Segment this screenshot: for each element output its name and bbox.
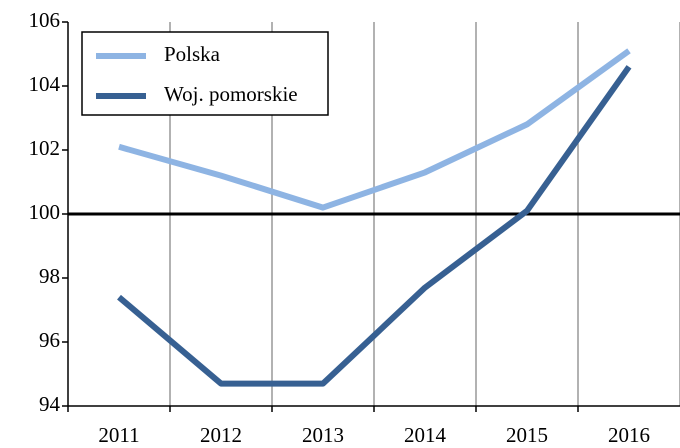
legend-box bbox=[81, 31, 329, 116]
y-tick-label: 98 bbox=[39, 264, 60, 288]
y-tick-label: 96 bbox=[39, 328, 60, 352]
series-line bbox=[117, 65, 632, 387]
x-tick-label: 2015 bbox=[506, 423, 548, 447]
y-tick-label: 104 bbox=[29, 72, 61, 96]
y-tick-label: 94 bbox=[39, 392, 61, 416]
y-tick-label: 100 bbox=[29, 200, 61, 224]
x-tick-label: 2013 bbox=[302, 423, 344, 447]
series-line bbox=[118, 48, 631, 211]
x-tick-label: 2012 bbox=[200, 423, 242, 447]
legend-label: Woj. pomorskie bbox=[164, 82, 298, 106]
x-tick-label: 2016 bbox=[608, 423, 650, 447]
y-tick-label: 102 bbox=[29, 136, 61, 160]
legend-label: Polska bbox=[164, 42, 221, 66]
y-tick-label: 106 bbox=[29, 8, 61, 32]
x-tick-label: 2011 bbox=[98, 423, 139, 447]
x-tick-label: 2014 bbox=[404, 423, 447, 447]
